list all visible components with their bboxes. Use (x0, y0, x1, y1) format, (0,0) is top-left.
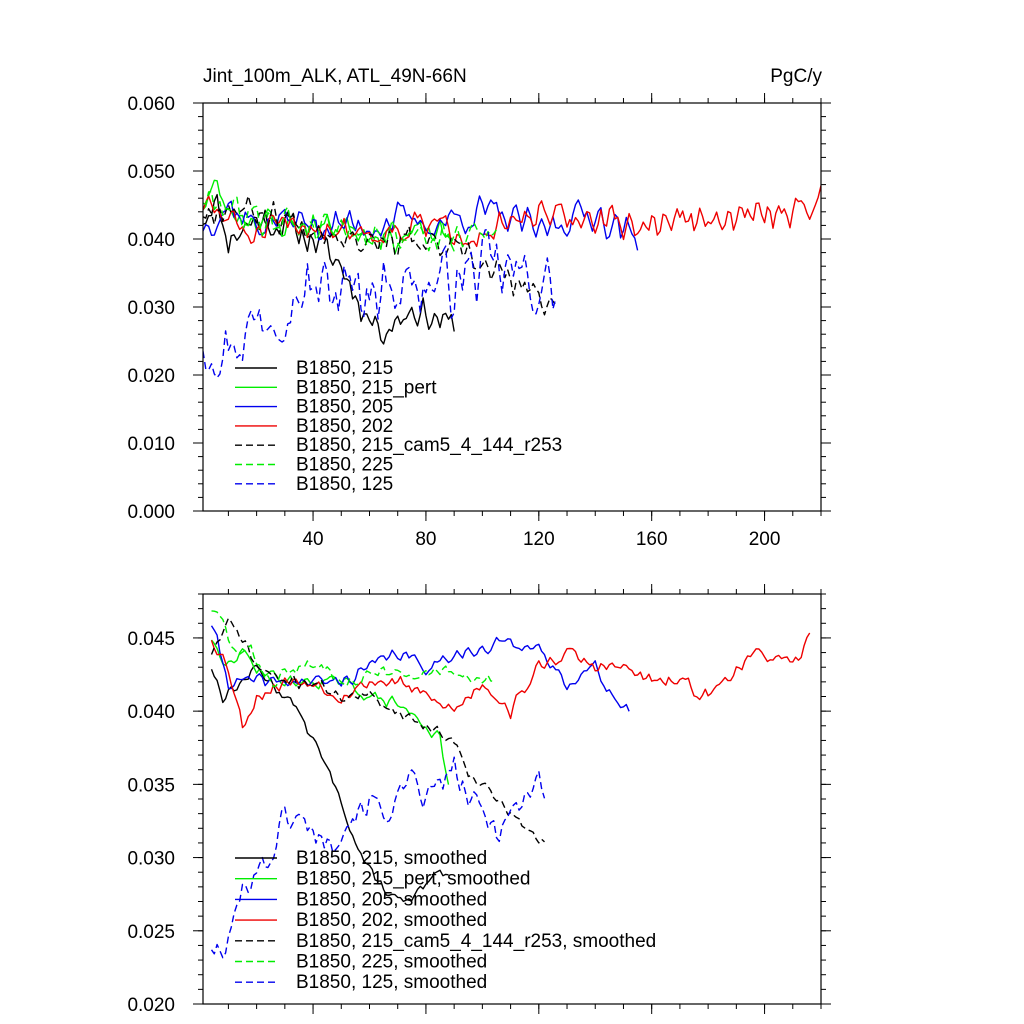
top-panel: Jint_100m_ALK, ATL_49N-66N PgC/y 0.000 0.… (127, 66, 831, 550)
bottom-series-line-0 (210, 664, 449, 903)
top-series-line-2 (203, 195, 639, 251)
top-ytick-label-6: 0.060 (127, 94, 175, 115)
top-xtick-label-3: 160 (636, 529, 668, 550)
bottom-legend-label-1: B1850, 215_pert, smoothed (296, 869, 531, 890)
top-panel-units: PgC/y (770, 66, 822, 87)
top-ytick-label-3: 0.030 (127, 298, 175, 319)
bottom-legend-label-2: B1850, 205, smoothed (296, 889, 487, 910)
top-xtick-label-0: 40 (302, 529, 323, 550)
top-xtick-label-1: 80 (415, 529, 436, 550)
top-ytick-label-5: 0.050 (127, 162, 175, 183)
top-legend-label-5: B1850, 225 (296, 455, 393, 476)
top-ytick-label-1: 0.010 (127, 434, 175, 455)
top-legend-label-3: B1850, 202 (296, 416, 393, 437)
bottom-series-line-1 (210, 639, 450, 785)
top-panel-title: Jint_100m_ALK, ATL_49N-66N (203, 66, 467, 87)
bottom-series-line-6 (210, 756, 546, 959)
top-legend-label-4: B1850, 215_cam5_4_144_r253 (296, 435, 562, 456)
bottom-series-line-5 (211, 610, 494, 688)
bottom-ytick-label-0: 0.020 (127, 995, 175, 1016)
top-legend-label-2: B1850, 205 (296, 397, 393, 418)
top-ytick-label-0: 0.000 (127, 502, 175, 523)
top-legend-label-6: B1850, 125 (296, 474, 393, 495)
top-series-line-4 (203, 195, 557, 316)
top-series-group (203, 179, 821, 379)
bottom-ytick-label-5: 0.045 (127, 629, 175, 650)
bottom-legend-label-3: B1850, 202, smoothed (296, 910, 487, 931)
top-legend-label-0: B1850, 215 (296, 358, 393, 379)
top-series-line-5 (203, 190, 498, 252)
top-xtick-label-2: 120 (523, 529, 555, 550)
top-legend-label-1: B1850, 215_pert (296, 377, 437, 398)
top-xtick-label-4: 200 (749, 529, 781, 550)
bottom-legend-label-5: B1850, 225, smoothed (296, 952, 487, 973)
bottom-legend-label-6: B1850, 125, smoothed (296, 972, 487, 993)
top-series-line-6 (203, 228, 557, 379)
bottom-legend-label-0: B1850, 215, smoothed (296, 848, 487, 869)
bottom-ytick-label-1: 0.025 (127, 922, 175, 943)
bottom-series-group (210, 610, 811, 959)
top-ytick-label-4: 0.040 (127, 230, 175, 251)
top-ytick-label-2: 0.020 (127, 366, 175, 387)
bottom-series-line-2 (210, 625, 630, 712)
bottom-panel: 0.020 0.025 0.030 0.035 0.040 0.045 B1850, 215… (127, 584, 831, 1016)
bottom-legend-label-4: B1850, 215_cam5_4_144_r253, smoothed (296, 931, 656, 952)
bottom-ytick-label-4: 0.040 (127, 702, 175, 723)
bottom-series-line-4 (210, 617, 545, 844)
bottom-ytick-label-3: 0.035 (127, 775, 175, 796)
bottom-ytick-label-2: 0.030 (127, 849, 175, 870)
